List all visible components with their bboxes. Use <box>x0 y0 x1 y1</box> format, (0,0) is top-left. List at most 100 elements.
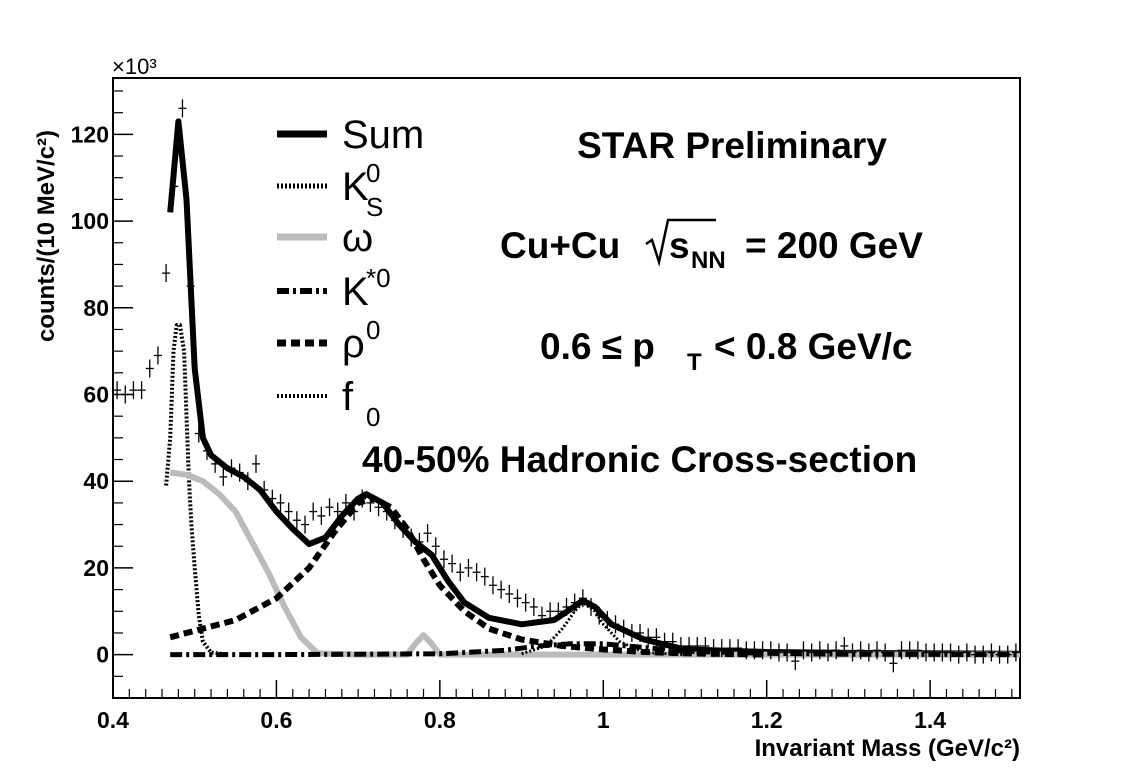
data-point <box>962 643 971 662</box>
data-point <box>987 643 996 662</box>
data-point <box>366 493 375 512</box>
y-tick-label: 100 <box>71 208 109 234</box>
data-point <box>374 498 383 517</box>
data-point <box>725 639 734 658</box>
data-point <box>832 641 841 660</box>
data-point <box>946 643 955 662</box>
data-point <box>137 381 146 400</box>
data-point <box>390 511 399 530</box>
data-point <box>791 652 800 671</box>
data-point <box>521 593 530 612</box>
pt-range-label: 0.6 ≤ p T < 0.8 GeV/c <box>540 326 913 376</box>
series-k-s-0-line <box>164 323 228 657</box>
data-point <box>709 639 718 658</box>
pt-label-upper: < 0.8 GeV/c <box>714 326 913 367</box>
data-point <box>595 606 604 625</box>
legend-subscript: S <box>366 192 383 222</box>
data-point <box>554 602 563 621</box>
data-point <box>913 641 922 660</box>
data-point <box>309 502 318 521</box>
data-point <box>202 441 211 460</box>
data-point <box>399 519 408 538</box>
x-tick-label: 0.4 <box>97 707 129 733</box>
centrality-label: 40-50% Hadronic Cross-section <box>362 439 917 480</box>
data-point <box>292 511 301 530</box>
system-label-energy: = 200 GeV <box>745 225 923 266</box>
data-point <box>480 567 489 586</box>
data-point <box>905 641 914 660</box>
data-point <box>652 628 661 647</box>
pt-label-subscript: T <box>687 349 702 376</box>
x-axis-title: Invariant Mass (GeV/c²) <box>755 735 1020 762</box>
legend-label: K <box>342 270 369 314</box>
data-point <box>570 593 579 612</box>
data-point <box>742 641 751 660</box>
data-point <box>881 643 890 662</box>
pt-label-lower: 0.6 ≤ p <box>540 326 655 367</box>
data-point <box>938 643 947 662</box>
data-point <box>317 506 326 525</box>
plot-frame <box>112 77 1021 699</box>
data-point <box>423 524 432 543</box>
data-point <box>537 606 546 625</box>
data-point <box>897 641 906 660</box>
legend-superscript: 0 <box>366 158 380 188</box>
data-point <box>350 502 359 521</box>
data-point <box>619 619 628 638</box>
data-point <box>1003 645 1012 664</box>
data-point <box>823 643 832 662</box>
data-point <box>186 277 195 296</box>
data-point <box>227 459 236 478</box>
legend-entry: ω <box>277 216 373 260</box>
legend-entry: K0 S <box>277 158 383 222</box>
y-tick-label: 0 <box>96 642 109 668</box>
data-point <box>513 589 522 608</box>
y-tick-label: 40 <box>83 468 109 494</box>
x-tick-label: 1.2 <box>751 707 783 733</box>
data-point <box>627 623 636 642</box>
data-point <box>162 264 171 283</box>
data-point <box>807 643 816 662</box>
data-point <box>456 563 465 582</box>
series-k-0-line <box>170 641 1021 658</box>
axis-ticks: 0.4 0.6 0.8 1 1.2 1.4 0 20 40 60 80 100 120 <box>71 90 1013 733</box>
series-layer <box>164 118 1021 658</box>
data-point <box>497 580 506 599</box>
data-point <box>382 502 391 521</box>
data-point <box>488 576 497 595</box>
data-point <box>194 424 203 443</box>
data-point <box>170 177 179 196</box>
legend-label: f <box>342 375 354 419</box>
data-point <box>301 515 310 534</box>
data-point <box>766 641 775 660</box>
data-point <box>587 597 596 616</box>
data-point <box>644 628 653 647</box>
data-point <box>848 643 857 662</box>
data-point <box>856 641 865 660</box>
legend-label: ω <box>342 216 373 260</box>
data-point <box>603 610 612 629</box>
data-point <box>685 636 694 655</box>
data-point <box>129 381 138 400</box>
data-point <box>448 554 457 573</box>
data-point <box>439 550 448 569</box>
data-point <box>178 99 187 118</box>
legend-superscript: *0 <box>366 263 391 293</box>
data-point <box>243 472 252 491</box>
data-point <box>219 467 228 486</box>
data-point <box>546 602 555 621</box>
data-point <box>930 643 939 662</box>
y-tick-label: 80 <box>83 295 109 321</box>
data-point <box>415 532 424 551</box>
x-axis-title-text: Invariant Mass (GeV/c²) <box>755 735 1020 762</box>
data-point <box>840 636 849 655</box>
legend-entry: Sum <box>277 113 424 157</box>
legend-label: Sum <box>342 113 424 157</box>
data-point <box>783 643 792 662</box>
data-point <box>889 654 898 673</box>
data-point <box>676 636 685 655</box>
